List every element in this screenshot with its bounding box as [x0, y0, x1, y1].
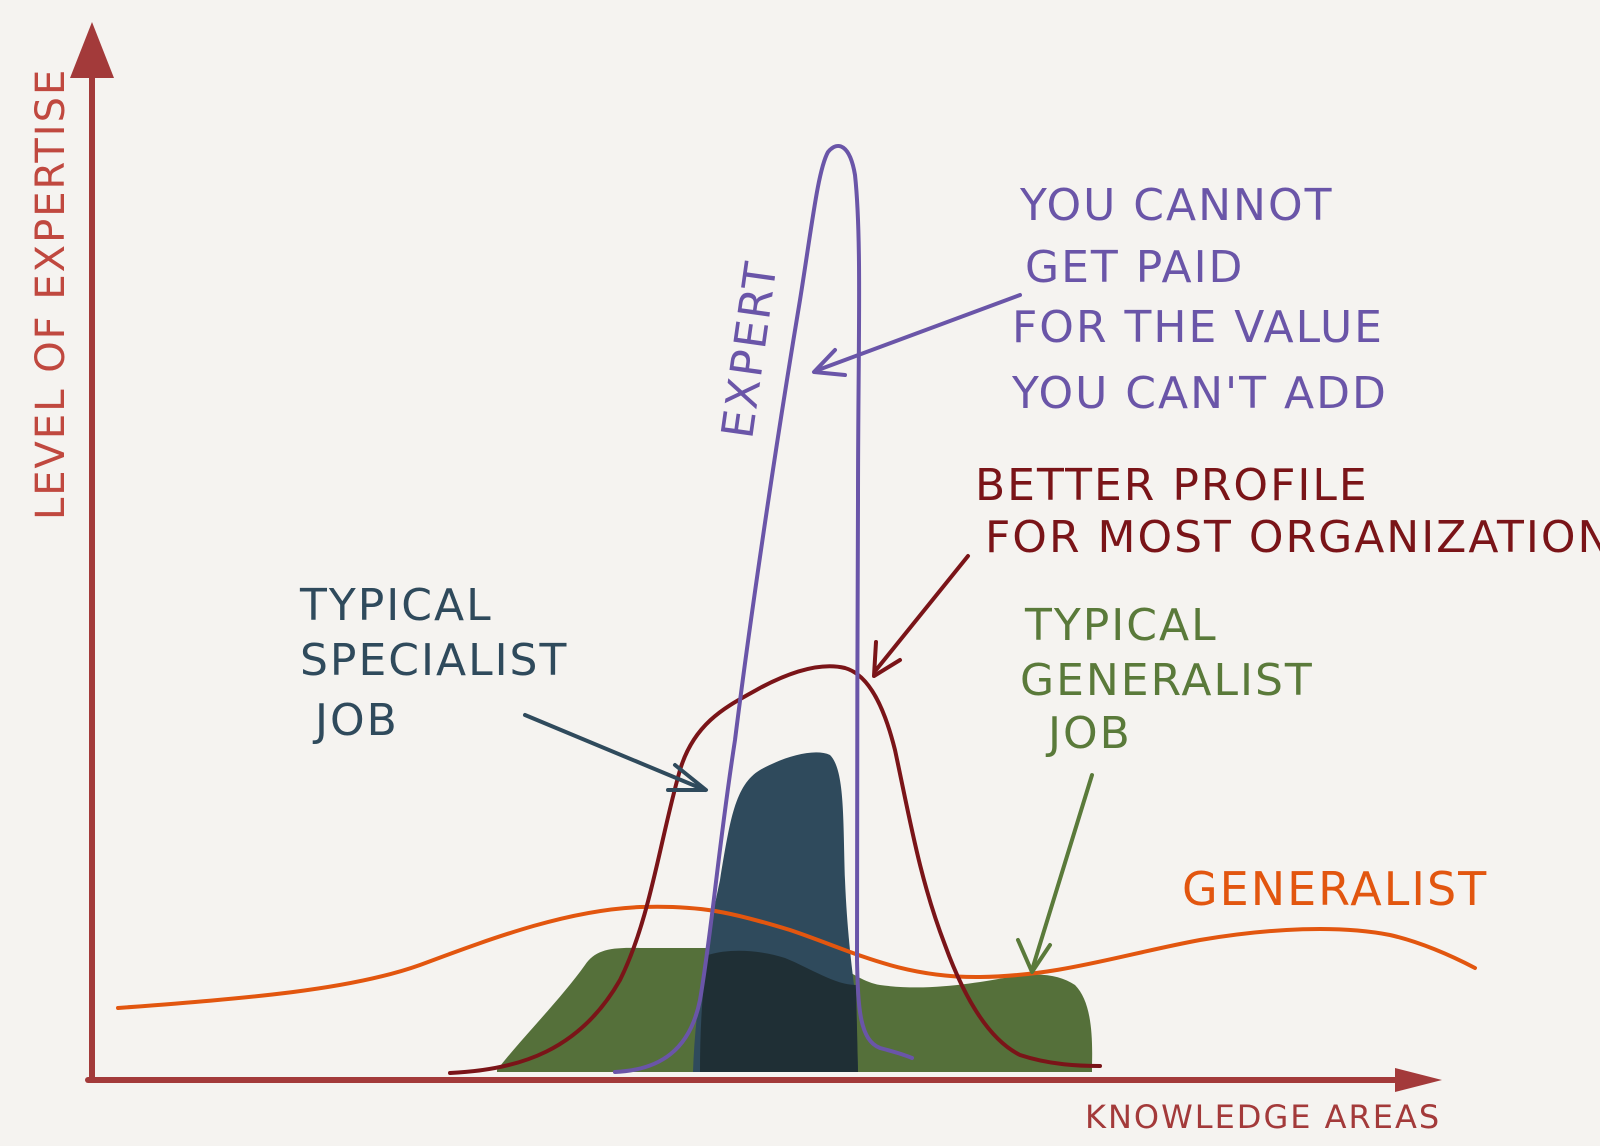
typical-generalist-line-3: JOB [1045, 708, 1132, 759]
typical-generalist-arrow-icon [1016, 938, 1052, 974]
better-profile-arrow-line [874, 554, 970, 672]
cannot-get-paid-annotation: YOU CANNOT GET PAID FOR THE VALUE YOU CA… [812, 180, 1388, 419]
typical-generalist-annotation: TYPICAL GENERALIST JOB [1016, 600, 1314, 974]
typical-specialist-annotation: TYPICAL SPECIALIST JOB [299, 580, 708, 792]
expert-label: EXPERT [712, 258, 787, 442]
typical-specialist-arrow-icon [666, 763, 708, 792]
cannot-paid-arrow-line [816, 293, 1022, 372]
cannot-paid-line-1: YOU CANNOT [1019, 180, 1333, 231]
better-profile-curve [448, 664, 1102, 1075]
typical-specialist-line-1: TYPICAL [299, 580, 493, 631]
better-profile-line-2: FOR MOST ORGANIZATIONS [985, 512, 1600, 563]
generalist-curve [116, 904, 1477, 1010]
better-profile-arrow-icon [872, 640, 902, 678]
typical-specialist-line-2: SPECIALIST [300, 635, 568, 686]
specialist-generalist-overlap-area [700, 950, 858, 1072]
typical-generalist-line-2: GENERALIST [1020, 655, 1314, 706]
cannot-paid-line-3: FOR THE VALUE [1012, 302, 1384, 353]
typical-generalist-line-1: TYPICAL [1024, 600, 1218, 651]
axes [70, 22, 1442, 1092]
expert-curve [613, 144, 914, 1074]
x-axis-arrow-icon [1395, 1068, 1442, 1092]
typical-specialist-line-3: JOB [312, 695, 399, 746]
generalist-label: GENERALIST [1182, 862, 1488, 916]
typical-generalist-arrow-line [1030, 773, 1094, 972]
y-axis-arrow-icon [70, 22, 114, 78]
cannot-paid-line-4: YOU CAN'T ADD [1011, 368, 1388, 419]
better-profile-annotation: BETTER PROFILE FOR MOST ORGANIZATIONS [872, 460, 1600, 678]
cannot-paid-line-2: GET PAID [1025, 242, 1244, 293]
cannot-paid-arrow-icon [812, 348, 847, 377]
typical-specialist-arrow-line [523, 713, 707, 792]
better-profile-line-1: BETTER PROFILE [975, 460, 1369, 511]
x-axis-label: KNOWLEDGE AREAS [1085, 1098, 1441, 1136]
y-axis-label: LEVEL OF EXPERTISE [28, 68, 74, 520]
